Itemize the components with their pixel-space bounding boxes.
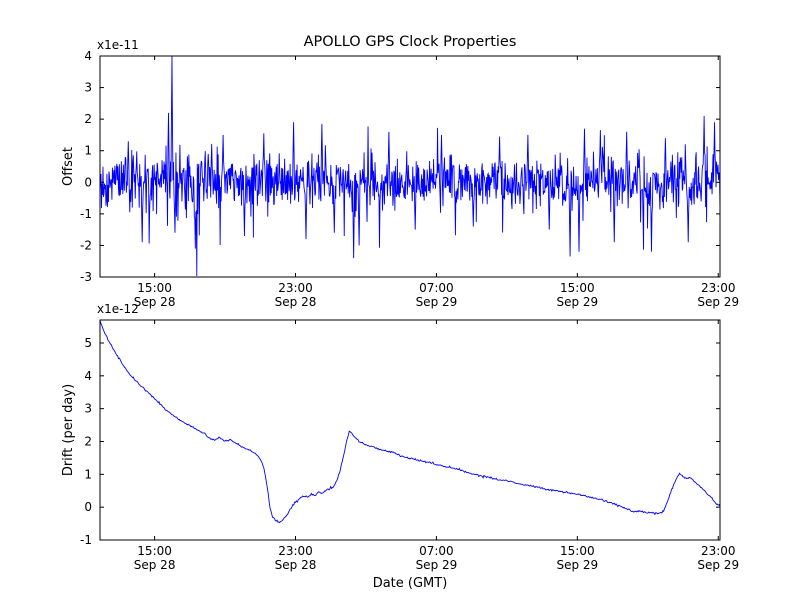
y-tick-label: 1 — [84, 144, 92, 158]
y-axis-label: Offset — [61, 147, 76, 186]
y-tick-label: 2 — [84, 434, 92, 448]
y-tick-label: -2 — [80, 238, 92, 252]
x-tick-date-label: Sep 29 — [556, 558, 598, 572]
x-tick-date-label: Sep 29 — [556, 295, 598, 309]
x-tick-time-label: 15:00 — [560, 544, 595, 558]
x-tick-date-label: Sep 28 — [134, 295, 176, 309]
y-tick-label: -1 — [80, 207, 92, 221]
drift-series-line — [100, 320, 720, 524]
x-tick-time-label: 23:00 — [278, 281, 313, 295]
x-tick-date-label: Sep 29 — [416, 295, 458, 309]
y-tick-label: -1 — [80, 533, 92, 547]
x-tick-date-label: Sep 28 — [134, 558, 176, 572]
x-tick-date-label: Sep 29 — [697, 558, 739, 572]
x-tick-date-label: Sep 28 — [275, 558, 317, 572]
y-tick-label: 3 — [84, 402, 92, 416]
y-tick-label: 0 — [84, 175, 92, 189]
x-tick-date-label: Sep 29 — [416, 558, 458, 572]
offset-series-line — [100, 56, 720, 277]
y-axis-label: Drift (per day) — [61, 384, 76, 476]
x-tick-time-label: 15:00 — [137, 544, 172, 558]
x-tick-time-label: 15:00 — [137, 281, 172, 295]
y-tick-label: 4 — [84, 369, 92, 383]
y-tick-label: 1 — [84, 467, 92, 481]
axis-scale-label: x1e-12 — [97, 302, 139, 316]
x-tick-time-label: 07:00 — [419, 281, 454, 295]
y-tick-label: 4 — [84, 49, 92, 63]
figure-title: APOLLO GPS Clock Properties — [304, 34, 517, 50]
drift-frame — [99, 319, 721, 541]
y-tick-label: 3 — [84, 81, 92, 95]
x-tick-time-label: 15:00 — [560, 281, 595, 295]
x-tick-time-label: 23:00 — [278, 544, 313, 558]
y-tick-label: -3 — [80, 270, 92, 284]
x-tick-time-label: 23:00 — [701, 281, 736, 295]
x-tick-time-label: 23:00 — [701, 544, 736, 558]
y-tick-label: 5 — [84, 336, 92, 350]
y-tick-label: 0 — [84, 500, 92, 514]
x-tick-time-label: 07:00 — [419, 544, 454, 558]
axis-scale-label: x1e-11 — [97, 38, 139, 52]
y-tick-label: 2 — [84, 112, 92, 126]
offset-frame — [99, 55, 721, 278]
x-tick-date-label: Sep 28 — [275, 295, 317, 309]
x-axis-label: Date (GMT) — [373, 576, 448, 591]
x-tick-date-label: Sep 29 — [697, 295, 739, 309]
